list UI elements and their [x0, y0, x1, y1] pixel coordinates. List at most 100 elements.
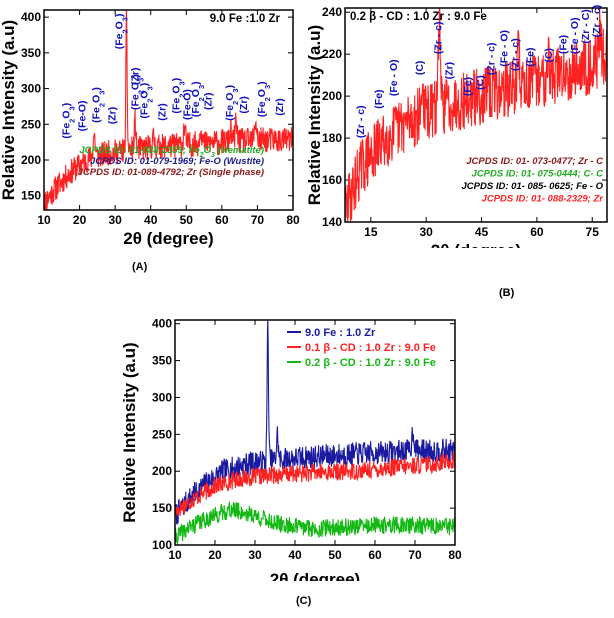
jcpds-annotation: JCPDS ID: 01-079-1969; Fe-O (Wustite)	[90, 156, 264, 167]
y-tick-label: 250	[152, 427, 172, 441]
legend-entry: 0.2 β - CD : 1.0 Zr : 9.0 Fe	[305, 357, 436, 369]
x-tick-label: 30	[108, 213, 122, 227]
plot-frame	[344, 7, 608, 223]
x-tick-label: 75	[586, 225, 600, 239]
peak-label: (Zr)	[203, 93, 215, 111]
y-tick-label: 100	[152, 538, 172, 552]
x-tick-label: 10	[37, 213, 51, 227]
x-tick-label: 60	[368, 548, 382, 562]
x-tick-label: 70	[408, 548, 422, 562]
x-tick-label: 50	[180, 213, 194, 227]
panel-b-letter: (B)	[499, 287, 515, 299]
series-line-1	[175, 452, 455, 518]
y-tick-label: 150	[21, 189, 41, 203]
y-axis-title: Relative Intensity (a.u)	[305, 25, 324, 205]
x-tick-label: 40	[144, 213, 158, 227]
peak-label: (Zr)	[238, 96, 250, 114]
plot-frame	[43, 9, 294, 211]
chart-title: 0.2 β - CD : 1.0 Zr : 9.0 Fe	[350, 11, 487, 23]
y-tick-label: 200	[322, 89, 342, 103]
peak-label: (C)	[543, 48, 555, 63]
peak-label: (Zr - c)	[510, 38, 522, 71]
series-line-0	[345, 8, 607, 222]
peak-label: (Fe2O3)	[130, 74, 146, 110]
x-tick-label: 30	[248, 548, 262, 562]
peak-label: (Zr - c)	[355, 105, 367, 138]
peak-label: (Fe2O3)	[60, 103, 76, 139]
x-tick-label: 50	[328, 548, 342, 562]
jcpds-annotation: JCPDS ID: 01-089-4792; Zr (Single phase)	[78, 167, 264, 178]
y-tick-label: 180	[322, 131, 342, 145]
y-tick-label: 150	[152, 501, 172, 515]
peak-label: (Fe - O)	[388, 59, 400, 96]
series-line-0	[44, 10, 293, 210]
peak-label: (Fe)	[373, 89, 385, 108]
peak-label: (Zr)	[274, 98, 286, 116]
series-line-2	[175, 501, 455, 545]
y-tick-label: 400	[152, 317, 172, 331]
peak-label: (Fe-O)	[76, 101, 88, 132]
y-tick-label: 350	[21, 46, 41, 60]
peak-label: (Fe)	[558, 35, 570, 54]
x-tick-label: 60	[215, 213, 229, 227]
peak-label: (Fe2O3)	[114, 14, 130, 50]
x-tick-label: 30	[420, 225, 434, 239]
y-tick-label: 250	[21, 117, 41, 131]
x-tick-label: 45	[475, 225, 489, 239]
peak-label: (Fe2O3)	[91, 87, 107, 123]
peak-label: (Zr)	[107, 107, 119, 125]
peak-label: (Zr - C)	[580, 9, 592, 43]
panel-a-chart: Relative Intensity (a.u) 2θ (degree) 10 20 3…	[0, 9, 300, 248]
x-tick-label: 80	[286, 213, 300, 227]
y-tick-label: 400	[21, 10, 41, 24]
x-tick-label: 40	[288, 548, 302, 562]
x-tick-label: 60	[530, 225, 544, 239]
peak-label: (Zr)	[156, 103, 168, 121]
peak-label: (Fe - O)	[499, 30, 511, 67]
y-axis-title: Relative Intensity (a.u)	[120, 342, 139, 522]
x-axis-title: 2θ (degree)	[431, 241, 521, 248]
panel-b-chart: Relative Intensity (a.u) 2θ (degree) 15 30 4…	[305, 5, 608, 248]
peak-label: (Fe2O3)	[139, 83, 155, 119]
peak-label: (Zr - c)	[486, 42, 498, 75]
y-tick-label: 160	[322, 173, 342, 187]
y-tick-label: 300	[21, 82, 41, 96]
y-tick-label: 200	[152, 464, 172, 478]
x-tick-label: 15	[364, 225, 378, 239]
chart-title: 9.0 Fe :1.0 Zr	[210, 13, 281, 25]
peak-label: (Fe - O)	[569, 17, 581, 54]
peak-label: (Fe2O3)	[256, 81, 272, 117]
x-axis-title: 2θ (degree)	[270, 570, 360, 581]
peak-label: (Fe2O3)	[171, 78, 187, 114]
series-line-0	[175, 320, 455, 525]
y-tick-label: 200	[21, 153, 41, 167]
peak-label: (Zr)	[130, 68, 142, 86]
peak-label: (Zr)	[443, 62, 455, 80]
jcpds-annotation: JCPDS ID: 01- 073-0477; Zr - C	[466, 156, 603, 167]
jcpds-annotation: JCPDS ID: 01-088-2359; Fe2O3 (Hematite)	[79, 145, 264, 159]
panel-c-chart: Relative Intensity (a.u) 2θ (degree) 10 20 3…	[120, 317, 462, 581]
x-tick-label: 70	[251, 213, 265, 227]
jcpds-annotation: JCPDS ID: 01- 075-0444; C- C	[472, 169, 604, 180]
x-tick-label: 10	[168, 548, 182, 562]
jcpds-annotation: JCPDS ID: 01- 088-2329; Zr	[482, 194, 605, 205]
peak-label: (Zr - c)	[432, 21, 444, 54]
peak-label: (Fe)	[525, 47, 537, 66]
panel-c-letter: (C)	[296, 595, 312, 607]
x-axis-title: 2θ (degree)	[123, 229, 213, 248]
y-tick-label: 240	[322, 5, 342, 19]
x-tick-label: 20	[208, 548, 222, 562]
legend-entry: 9.0 Fe : 1.0 Zr	[305, 327, 376, 339]
peak-label: (C)	[414, 61, 426, 76]
peak-label: (Fe2O3)	[190, 81, 206, 117]
panel-a-letter: (A)	[132, 261, 148, 273]
y-tick-label: 140	[322, 215, 342, 229]
peak-label: (C)	[475, 75, 487, 90]
plot-frame	[174, 319, 456, 546]
peak-label: (Fe-O)	[181, 89, 193, 120]
legend-entry: 0.1 β - CD : 1.0 Zr : 9.0 Fe	[305, 342, 436, 354]
x-tick-label: 80	[448, 548, 462, 562]
peak-label: (Fe)	[462, 77, 474, 96]
x-tick-label: 20	[73, 213, 87, 227]
peak-label: (Fe2O3)	[224, 85, 240, 121]
